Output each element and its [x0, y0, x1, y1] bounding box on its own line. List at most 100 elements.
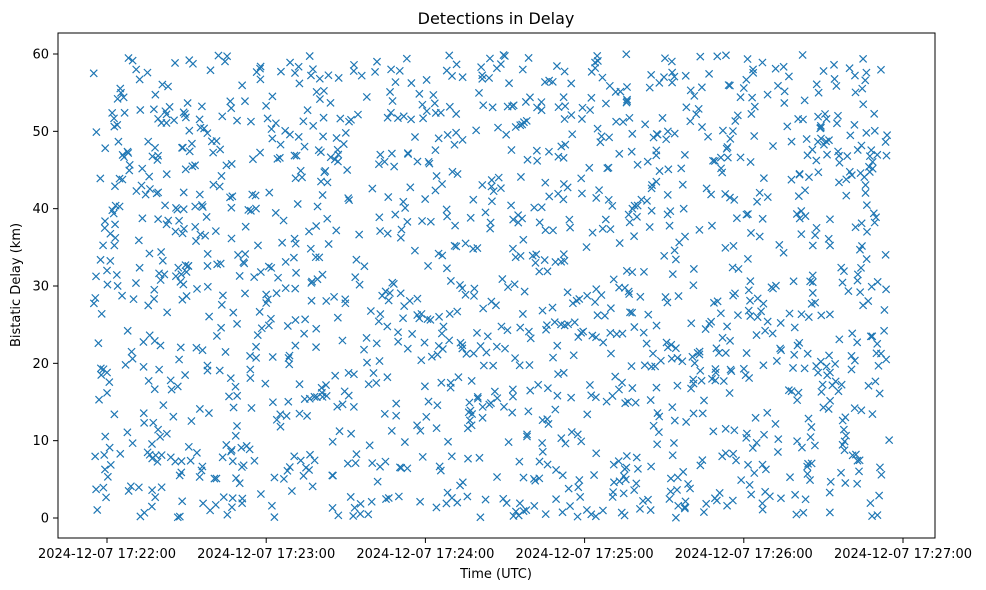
- data-point: [702, 184, 711, 193]
- data-point: [763, 408, 772, 417]
- data-point: [856, 288, 865, 297]
- data-point: [164, 216, 173, 225]
- data-point: [195, 115, 204, 124]
- data-point: [511, 253, 520, 262]
- data-point: [758, 499, 767, 508]
- data-point: [191, 237, 201, 246]
- data-point: [135, 75, 144, 84]
- data-point: [842, 191, 851, 200]
- data-point: [138, 164, 147, 173]
- data-point: [806, 433, 815, 442]
- data-point: [873, 277, 882, 286]
- data-point: [421, 195, 430, 204]
- data-point: [310, 392, 319, 401]
- data-point: [232, 421, 242, 430]
- data-point: [151, 143, 160, 152]
- data-point: [171, 457, 180, 466]
- data-point: [535, 218, 544, 227]
- data-point: [500, 51, 509, 60]
- data-point: [424, 397, 433, 406]
- data-point: [222, 161, 231, 170]
- data-point: [870, 109, 879, 118]
- data-point: [315, 253, 324, 262]
- data-point: [492, 342, 501, 351]
- data-point: [834, 151, 844, 160]
- data-point: [187, 139, 196, 148]
- data-point: [326, 98, 335, 107]
- x-tick-label: 2024-12-07 17:24:00: [356, 547, 494, 562]
- data-point: [478, 74, 487, 83]
- data-point: [318, 190, 327, 200]
- data-point: [655, 412, 664, 421]
- data-point: [674, 292, 683, 301]
- data-point: [154, 425, 163, 434]
- data-point: [312, 343, 321, 352]
- data-point: [804, 313, 813, 322]
- data-point: [304, 227, 314, 236]
- data-point: [487, 197, 496, 206]
- data-point: [851, 223, 860, 232]
- data-point: [450, 140, 459, 149]
- data-point: [508, 408, 517, 417]
- data-point: [698, 456, 707, 465]
- data-point: [719, 377, 728, 386]
- data-point: [659, 73, 669, 82]
- data-point: [776, 318, 785, 327]
- data-point: [452, 242, 461, 251]
- data-point: [469, 195, 478, 204]
- data-point: [410, 132, 420, 142]
- data-point: [153, 457, 162, 466]
- data-point: [393, 114, 402, 123]
- data-point: [792, 209, 801, 219]
- data-point: [585, 163, 594, 172]
- data-point: [320, 168, 329, 177]
- data-point: [478, 413, 487, 422]
- data-point: [384, 296, 393, 305]
- data-point: [215, 366, 224, 375]
- data-point: [478, 402, 487, 411]
- data-point: [154, 114, 163, 123]
- data-point: [686, 86, 695, 95]
- data-point: [713, 52, 722, 61]
- data-point: [541, 178, 550, 187]
- data-point: [687, 384, 696, 393]
- data-point: [115, 174, 124, 183]
- data-point: [600, 311, 609, 320]
- data-point: [198, 346, 207, 355]
- data-point: [798, 115, 808, 124]
- data-point: [537, 203, 546, 212]
- data-point: [709, 298, 718, 307]
- data-point: [226, 374, 235, 383]
- data-point: [99, 483, 108, 492]
- data-point: [721, 189, 730, 198]
- data-point: [222, 440, 231, 449]
- data-point: [655, 78, 664, 87]
- data-point: [554, 189, 563, 198]
- data-point: [381, 495, 391, 504]
- data-point: [689, 281, 698, 290]
- data-point: [545, 76, 554, 85]
- data-point: [113, 94, 122, 103]
- data-point: [524, 53, 533, 62]
- data-point: [808, 288, 817, 297]
- data-point: [867, 146, 876, 155]
- x-tick-label: 2024-12-07 17:26:00: [675, 547, 813, 562]
- data-point: [872, 213, 881, 222]
- data-point: [205, 312, 214, 321]
- data-point: [566, 223, 575, 232]
- data-point: [392, 399, 401, 408]
- data-point: [531, 476, 540, 485]
- data-point: [397, 225, 406, 234]
- data-point: [227, 159, 236, 168]
- data-point: [312, 324, 321, 333]
- data-point: [395, 66, 404, 75]
- data-point: [332, 133, 341, 143]
- data-point: [561, 140, 570, 149]
- data-point: [749, 68, 758, 77]
- y-tick-label: 30: [32, 280, 49, 295]
- data-point: [355, 230, 364, 239]
- data-point: [639, 328, 648, 337]
- data-point: [711, 376, 720, 385]
- data-point: [328, 471, 337, 480]
- x-tick-label: 2024-12-07 17:27:00: [834, 547, 972, 562]
